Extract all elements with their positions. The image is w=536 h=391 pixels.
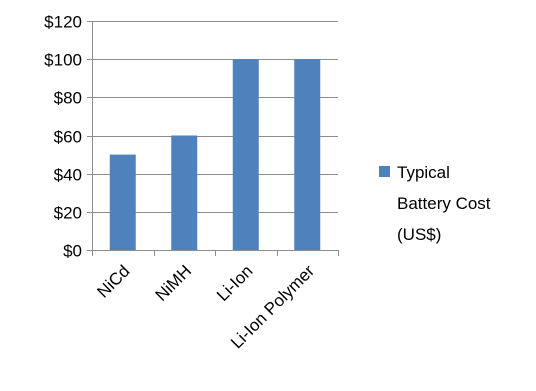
x-tick-label: Li-Ion <box>213 261 257 305</box>
legend-label-line-2: Battery Cost <box>397 194 491 213</box>
bar-nicd <box>109 154 136 250</box>
y-tick-label: $0 <box>63 242 82 261</box>
y-tick-label: $100 <box>44 51 82 70</box>
bars <box>109 59 321 250</box>
y-tick-label: $60 <box>54 128 82 147</box>
legend-label-line-1: Typical <box>397 163 450 182</box>
bar-li-ion <box>232 59 259 250</box>
x-tick-label: NiMH <box>152 261 195 304</box>
legend: Typical Battery Cost (US$) <box>379 163 491 244</box>
bar-nimh <box>171 135 198 250</box>
y-tick-label: $120 <box>44 13 82 32</box>
y-tick-label: $20 <box>54 204 82 223</box>
legend-label-line-3: (US$) <box>397 225 441 244</box>
y-tick-labels: $0 $20 $40 $60 $80 $100 $120 <box>44 13 82 261</box>
legend-swatch <box>379 166 390 177</box>
x-tick-label: NiCd <box>93 261 133 301</box>
y-tick-label: $40 <box>54 166 82 185</box>
y-tick-label: $80 <box>54 89 82 108</box>
bar-li-ion-polymer <box>294 59 321 250</box>
axes <box>87 21 339 256</box>
